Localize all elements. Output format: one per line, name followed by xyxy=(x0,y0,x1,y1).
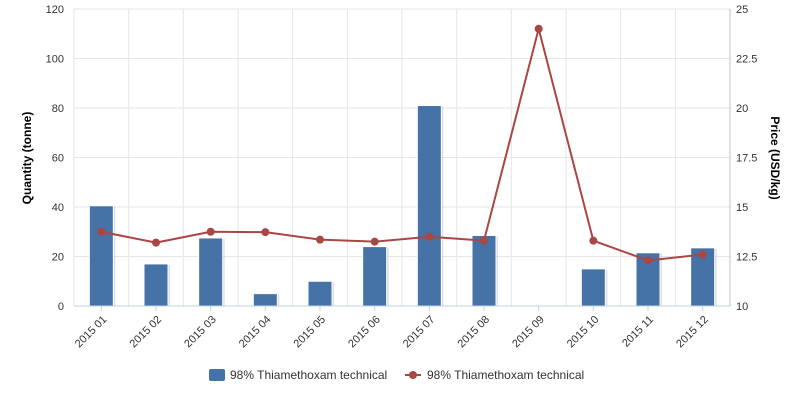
legend[interactable]: 98% Thiamethoxam technical 98% Thiametho… xyxy=(209,368,584,382)
line-point xyxy=(261,228,270,237)
bar xyxy=(88,205,114,307)
right-tick-label: 17.5 xyxy=(736,153,757,165)
x-tick-label: 2015 08 xyxy=(456,314,493,351)
x-tick-label: 2015 06 xyxy=(346,314,383,351)
x-axis-ticks: 2015 01 2015 02 2015 03 2015 04 2015 05 2015 … xyxy=(73,306,711,350)
axes xyxy=(74,9,731,307)
right-axis-title: Price (USD/kg) xyxy=(768,116,782,199)
line-series xyxy=(97,24,707,265)
line-point xyxy=(480,236,488,245)
line-point xyxy=(316,235,324,244)
x-tick-label: 2015 07 xyxy=(401,314,438,351)
legend-line-label: 98% Thiamethoxam technical xyxy=(427,368,584,382)
left-axis-title: Quantity (tonne) xyxy=(20,112,34,205)
legend-line-marker xyxy=(409,371,417,379)
right-tick-label: 22.5 xyxy=(736,54,757,66)
x-tick-label: 2015 01 xyxy=(73,314,110,351)
line-point xyxy=(644,256,652,265)
x-tick-label: 2015 02 xyxy=(128,314,165,351)
x-tick-label: 2015 12 xyxy=(674,314,711,351)
line-point xyxy=(425,232,434,241)
line-point xyxy=(97,227,106,236)
bar xyxy=(580,268,606,307)
legend-item-bar[interactable]: 98% Thiamethoxam technical xyxy=(209,368,387,382)
left-tick-label: 20 xyxy=(52,252,64,264)
left-tick-label: 40 xyxy=(52,202,64,214)
bar xyxy=(143,263,169,307)
right-axis-ticks: 10 12.5 15 17.5 20 22.5 25 xyxy=(736,4,757,313)
bar xyxy=(198,237,224,307)
x-tick-label: 2015 09 xyxy=(510,314,547,351)
grid-lines xyxy=(73,8,731,307)
line-point xyxy=(206,227,215,236)
line-point xyxy=(698,250,707,259)
x-tick-label: 2015 05 xyxy=(292,314,329,351)
left-tick-label: 100 xyxy=(46,54,64,66)
line-point xyxy=(152,238,160,247)
x-tick-label: 2015 10 xyxy=(565,314,602,351)
left-tick-label: 80 xyxy=(52,103,64,115)
bar xyxy=(307,280,333,307)
x-tick-label: 2015 04 xyxy=(237,314,274,351)
left-tick-label: 60 xyxy=(52,153,64,165)
bar xyxy=(416,105,442,307)
line-point xyxy=(534,24,543,33)
right-tick-label: 25 xyxy=(736,4,748,16)
right-tick-label: 10 xyxy=(736,301,748,313)
line-point xyxy=(370,237,379,246)
series-line xyxy=(101,27,703,262)
right-tick-label: 12.5 xyxy=(736,252,757,264)
right-tick-label: 15 xyxy=(736,202,748,214)
left-tick-label: 120 xyxy=(46,4,64,16)
legend-item-line[interactable]: 98% Thiamethoxam technical xyxy=(405,368,584,382)
right-tick-label: 20 xyxy=(736,103,748,115)
bar xyxy=(362,246,388,307)
legend-bar-label: 98% Thiamethoxam technical xyxy=(230,368,387,382)
bar-series xyxy=(88,105,717,307)
bar xyxy=(471,234,497,307)
line-point xyxy=(589,236,598,245)
bar xyxy=(252,293,278,307)
legend-bar-swatch xyxy=(209,369,225,381)
left-axis-ticks: 0 20 40 60 80 100 120 xyxy=(46,4,64,313)
left-tick-label: 0 xyxy=(58,301,64,313)
x-tick-label: 2015 11 xyxy=(620,314,656,350)
x-tick-label: 2015 03 xyxy=(182,314,219,351)
